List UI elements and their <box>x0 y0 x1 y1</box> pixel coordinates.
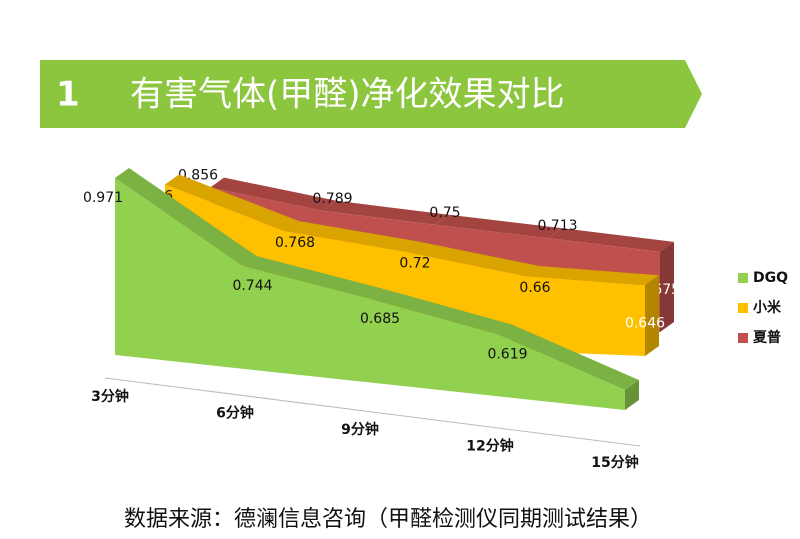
data-label: 0.713 <box>537 218 577 234</box>
legend-swatch <box>738 273 748 283</box>
data-label: 0.646 <box>625 315 665 331</box>
area-top-face <box>435 214 562 239</box>
data-label: 0.971 <box>83 190 123 206</box>
data-label: 0.789 <box>312 191 352 207</box>
area-top-face <box>370 289 512 335</box>
legend-label: 小米 <box>753 299 782 316</box>
area-side-face <box>660 241 674 332</box>
chart-title: 有害气体(甲醛)净化效果对比 <box>130 75 565 115</box>
area-top-face <box>210 177 337 211</box>
x-tick-label: 15分钟 <box>591 454 638 471</box>
data-label: 0.744 <box>232 278 272 294</box>
area-top-face <box>525 265 659 286</box>
area-top-face <box>547 228 674 252</box>
data-label: 0.491 <box>605 420 645 436</box>
area-side-face <box>645 275 659 356</box>
area <box>115 178 625 410</box>
area-top-face <box>165 174 299 232</box>
data-label: 0.685 <box>360 311 400 327</box>
area-top-face <box>405 241 539 276</box>
area-top-face <box>242 255 384 300</box>
data-label: 0.768 <box>275 235 315 251</box>
source-note: 数据来源：德澜信息咨询（甲醛检测仪同期测试结果） <box>124 507 652 532</box>
x-tick-label: 3分钟 <box>91 388 129 405</box>
x-tick-label: 9分钟 <box>341 421 379 438</box>
data-label: 0.66 <box>519 280 550 296</box>
x-tick-label: 12分钟 <box>466 438 513 455</box>
area-top-face <box>285 221 419 252</box>
legend-swatch <box>738 333 748 343</box>
area-top-face <box>322 200 449 225</box>
data-label: 0.619 <box>487 346 527 362</box>
legend-swatch <box>738 303 748 313</box>
legend-label: DGQ <box>753 270 788 286</box>
legend-label: 夏普 <box>753 329 781 346</box>
area-top-face <box>497 324 639 390</box>
data-label: 0.75 <box>429 205 460 221</box>
title-banner <box>40 60 702 128</box>
x-tick-label: 6分钟 <box>216 405 254 422</box>
data-label: 0.72 <box>399 256 430 272</box>
banner-number: 1 <box>56 75 80 115</box>
area-side-face <box>625 380 639 410</box>
floor-line <box>104 377 641 447</box>
area-top-face <box>115 168 257 266</box>
